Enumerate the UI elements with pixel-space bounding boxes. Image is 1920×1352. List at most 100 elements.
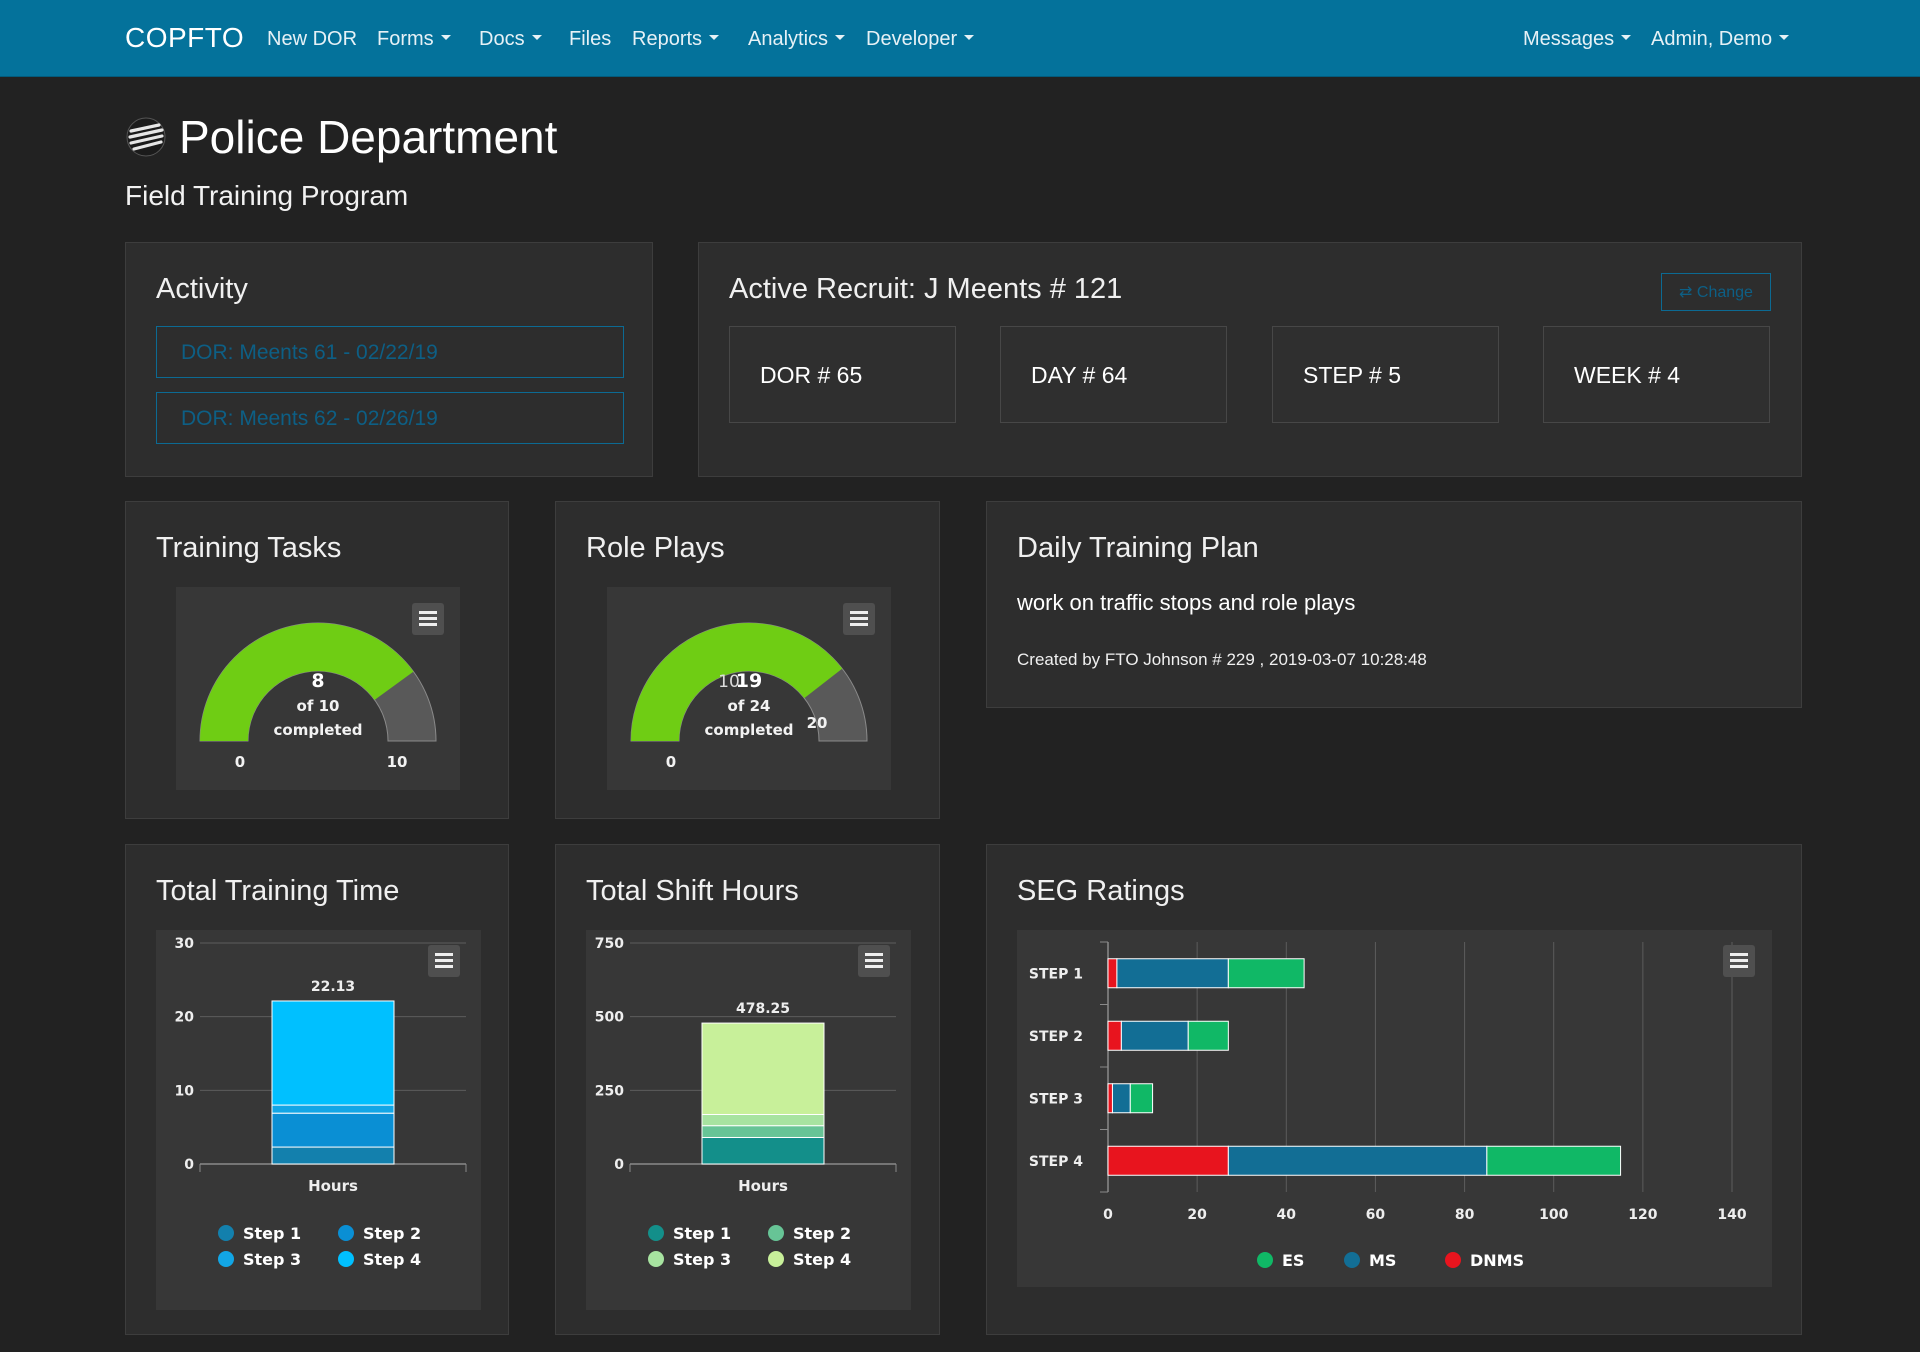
bar-segment[interactable]: [1486, 1145, 1622, 1176]
nav-messages[interactable]: Messages: [1523, 28, 1632, 51]
bar-segment[interactable]: [1107, 1083, 1113, 1114]
bar-segment[interactable]: [1107, 1145, 1229, 1176]
y-tick-label: 0: [614, 1157, 624, 1173]
bar-segment[interactable]: [1227, 958, 1305, 989]
seg-ratings-chart: 0 20 40 60 80 100 120 140 STEP 1 STEP 2 STEP 3 STEP…: [1029, 941, 1747, 1270]
nav-files[interactable]: Files: [569, 28, 612, 50]
nav-user-menu[interactable]: Admin, Demo: [1651, 28, 1790, 51]
caret-down-icon: [1779, 35, 1790, 41]
legend-label: ES: [1282, 1251, 1304, 1270]
legend-marker: [1344, 1252, 1360, 1268]
page-title: Police Department: [179, 111, 558, 163]
bar-segment[interactable]: [271, 1000, 395, 1106]
brand-logo[interactable]: COPFTO: [125, 22, 245, 53]
role-plays-gauge: 10 19 of 24 completed 0 20: [630, 622, 868, 771]
bar-segment[interactable]: [1187, 1020, 1229, 1051]
y-tick-label: 500: [595, 1010, 624, 1026]
total-shift-hours-title: Total Shift Hours: [586, 875, 799, 907]
x-tick-label: 60: [1366, 1207, 1386, 1223]
dor-count-box: DOR # 65: [729, 326, 956, 423]
bar-segment[interactable]: [271, 1104, 395, 1114]
legend-marker: [338, 1251, 354, 1267]
legend-marker: [338, 1225, 354, 1241]
legend-item[interactable]: MS: [1344, 1251, 1396, 1270]
gauge-fill: [631, 623, 843, 741]
activity-link[interactable]: DOR: Meents 62 - 02/26/19: [156, 392, 624, 444]
chart-menu-icon[interactable]: [428, 945, 460, 977]
legend-marker: [218, 1251, 234, 1267]
legend-item[interactable]: Step 4: [768, 1250, 851, 1269]
gauge-min-label: 0: [666, 753, 676, 771]
role-plays-gauge-card: 10 19 of 24 completed 0 20: [607, 587, 891, 790]
chart-menu-icon[interactable]: [843, 603, 875, 635]
nav-reports[interactable]: Reports: [632, 28, 720, 51]
legend-item[interactable]: Step 4: [338, 1250, 421, 1269]
legend-label: Step 4: [793, 1250, 851, 1269]
nav-forms[interactable]: Forms: [377, 28, 451, 51]
y-tick-label: 250: [595, 1083, 624, 1099]
bar-segment[interactable]: [1111, 1083, 1131, 1114]
legend-label: Step 2: [363, 1224, 421, 1243]
legend-label: Step 3: [243, 1250, 301, 1269]
nav-developer[interactable]: Developer: [866, 28, 975, 51]
bar-total-label: 478.25: [736, 1001, 790, 1017]
activity-link[interactable]: DOR: Meents 61 - 02/22/19: [156, 326, 624, 378]
x-tick-label: 40: [1277, 1207, 1297, 1223]
legend-marker: [648, 1251, 664, 1267]
bar-segment[interactable]: [701, 1125, 825, 1138]
legend-item[interactable]: Step 1: [648, 1224, 731, 1243]
seg-ratings-panel: SEG Ratings 0 20 40 60 80 100 120 140 STEP 1 STEP…: [986, 844, 1802, 1335]
chart-menu-icon[interactable]: [1723, 945, 1755, 977]
nav-new-dor[interactable]: New DOR: [267, 28, 358, 50]
legend-item[interactable]: Step 3: [218, 1250, 301, 1269]
bar-segment[interactable]: [1120, 1020, 1189, 1051]
legend-label: Step 3: [673, 1250, 731, 1269]
legend-item[interactable]: ES: [1257, 1251, 1304, 1270]
bar-segment[interactable]: [701, 1136, 825, 1165]
legend-marker: [768, 1225, 784, 1241]
nav-docs[interactable]: Docs: [479, 28, 542, 51]
bar-segment[interactable]: [701, 1113, 825, 1127]
change-recruit-button[interactable]: ⇄ Change: [1661, 273, 1771, 311]
gauge-previous-value: 10: [718, 672, 740, 692]
legend-item[interactable]: Step 1: [218, 1224, 301, 1243]
caret-down-icon: [1621, 35, 1632, 41]
total-training-time-chart: 0 10 20 30 22.13 Hours Step 1 Step 2 Step 3 Step …: [175, 936, 467, 1269]
legend-label: MS: [1369, 1251, 1396, 1270]
daily-plan-meta: Created by FTO Johnson # 229 , 2019-03-0…: [1017, 650, 1427, 669]
caret-down-icon: [835, 35, 846, 41]
bar-segment[interactable]: [701, 1022, 825, 1115]
chart-menu-icon[interactable]: [412, 603, 444, 635]
daily-plan-text: work on traffic stops and role plays: [1017, 590, 1356, 615]
bar-segment[interactable]: [1107, 1020, 1122, 1051]
legend-marker: [1257, 1252, 1273, 1268]
bar-segment[interactable]: [271, 1112, 395, 1148]
x-tick-label: 140: [1717, 1207, 1746, 1223]
legend-item[interactable]: Step 2: [768, 1224, 851, 1243]
gauge-of-label: of 24: [728, 697, 771, 715]
bar-segment[interactable]: [1227, 1145, 1488, 1176]
legend-marker: [768, 1251, 784, 1267]
legend-item[interactable]: Step 2: [338, 1224, 421, 1243]
legend-item[interactable]: Step 3: [648, 1250, 731, 1269]
legend-item[interactable]: DNMS: [1445, 1251, 1524, 1270]
y-tick-label: 30: [175, 936, 195, 952]
x-tick-label: 100: [1539, 1207, 1568, 1223]
legend-marker: [218, 1225, 234, 1241]
legend-label: Step 1: [243, 1224, 301, 1243]
week-count-box: WEEK # 4: [1543, 326, 1770, 423]
bar-segment[interactable]: [271, 1146, 395, 1165]
x-tick-label: 80: [1455, 1207, 1475, 1223]
bar-segment[interactable]: [1107, 958, 1118, 989]
legend-label: DNMS: [1470, 1251, 1524, 1270]
gauge-completed-label: completed: [274, 721, 363, 739]
bar-segment[interactable]: [1116, 958, 1229, 989]
x-category-label: Hours: [738, 1177, 788, 1195]
gauge-max-label: 10: [387, 753, 408, 771]
y-tick-label: 0: [184, 1157, 194, 1173]
bar-segment[interactable]: [1129, 1083, 1154, 1114]
chart-menu-icon[interactable]: [858, 945, 890, 977]
active-recruit-title: Active Recruit: J Meents # 121: [729, 273, 1123, 305]
nav-analytics[interactable]: Analytics: [748, 28, 846, 51]
department-logo-icon: [126, 117, 166, 157]
